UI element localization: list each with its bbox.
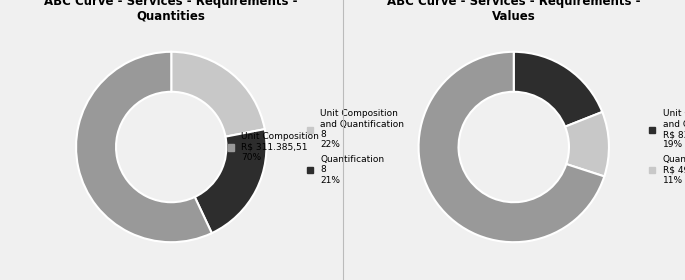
Legend: Unit Composition
and Quantification
8
22%, Quantification
8
21%: Unit Composition and Quantification 8 22… xyxy=(307,109,404,185)
Wedge shape xyxy=(419,52,604,242)
Wedge shape xyxy=(76,52,212,242)
Wedge shape xyxy=(565,112,609,176)
Wedge shape xyxy=(171,52,265,137)
Wedge shape xyxy=(195,129,266,233)
Wedge shape xyxy=(514,52,602,127)
Title: ABC Curve - Services - Requirements -
Values: ABC Curve - Services - Requirements - Va… xyxy=(387,0,640,23)
Title: ABC Curve - Services - Requirements -
Quantities: ABC Curve - Services - Requirements - Qu… xyxy=(45,0,298,23)
Legend: Unit Composition
and Quantification
R$ 83.563,50
19%, Quantification
R$ 49.757,5: Unit Composition and Quantification R$ 8… xyxy=(649,109,685,185)
